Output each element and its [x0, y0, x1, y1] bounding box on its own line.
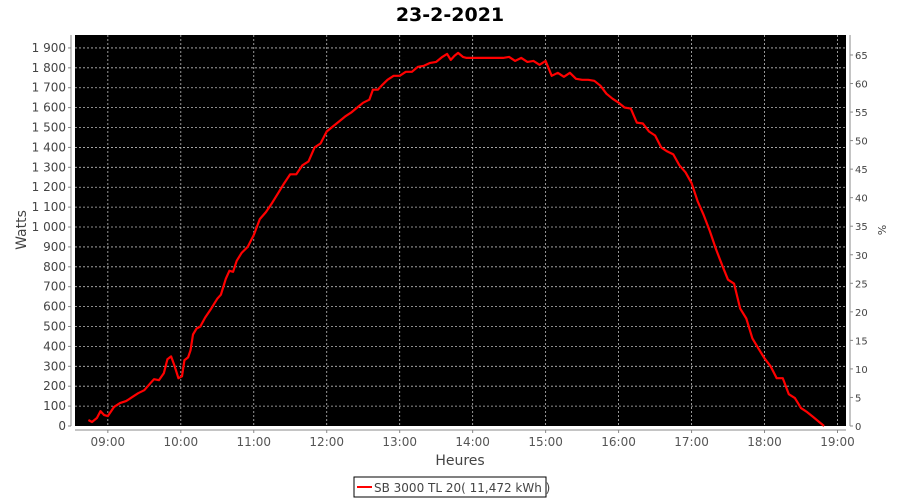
y-tick-label: 800	[43, 260, 66, 274]
x-axis-label: Heures	[435, 453, 484, 469]
y2-tick-label: 0	[855, 422, 861, 433]
y-tick-label: 0	[58, 419, 66, 433]
x-tick-label: 13:00	[382, 435, 417, 449]
y-tick-label: 1 400	[32, 140, 66, 154]
y2-tick-label: 15	[855, 336, 868, 347]
series-line	[87, 51, 825, 427]
x-tick-label: 17:00	[674, 435, 709, 449]
y-tick-label: 300	[43, 359, 66, 373]
y-tick-label: 1 200	[32, 180, 66, 194]
y2-tick-label: 50	[855, 137, 868, 148]
y-tick-label: 1 600	[32, 101, 66, 115]
x-tick-label: 14:00	[455, 435, 490, 449]
y-tick-label: 1 000	[32, 220, 66, 234]
y2-axis-label: %	[875, 225, 888, 235]
y-tick-label: 1 700	[32, 81, 66, 95]
x-tick-label: 19:00	[820, 435, 855, 449]
x-tick-label: 10:00	[164, 435, 199, 449]
y-tick-label: 1 100	[32, 200, 66, 214]
y2-tick-label: 35	[855, 222, 868, 233]
y-tick-label: 900	[43, 240, 66, 254]
y-tick-label: 1 800	[32, 61, 66, 75]
y2-tick-label: 45	[855, 165, 868, 176]
legend: SB 3000 TL 20( 11,472 kWh )	[353, 476, 550, 498]
x-tick-label: 16:00	[601, 435, 636, 449]
y2-tick-label: 60	[855, 80, 868, 91]
y-tick-label: 700	[43, 280, 66, 294]
chart-title: 23-2-2021	[396, 4, 504, 26]
y2-tick-label: 65	[855, 51, 868, 62]
plot-area	[75, 35, 846, 426]
x-tick-label: 12:00	[309, 435, 344, 449]
y2-tick-label: 20	[855, 308, 868, 319]
y2-tick-label: 30	[855, 251, 868, 262]
y-tick-label: 1 500	[32, 121, 66, 135]
legend-label: SB 3000 TL 20( 11,472 kWh )	[374, 481, 550, 495]
legend-box	[353, 476, 547, 498]
y2-tick-label: 40	[855, 194, 868, 205]
y-tick-label: 500	[43, 320, 66, 334]
y-tick-label: 1 900	[32, 41, 66, 55]
y-tick-label: 400	[43, 339, 66, 353]
y-tick-label: 100	[43, 399, 66, 413]
y-tick-label: 1 300	[32, 160, 66, 174]
x-tick-label: 15:00	[528, 435, 563, 449]
x-tick-label: 09:00	[91, 435, 126, 449]
y-tick-label: 600	[43, 300, 66, 314]
y-axis-label: Watts	[14, 210, 30, 250]
y2-tick-label: 25	[855, 279, 868, 290]
x-tick-label: 18:00	[747, 435, 782, 449]
grid	[75, 35, 846, 426]
y-tick-label: 200	[43, 379, 66, 393]
y2-tick-label: 55	[855, 108, 868, 119]
y2-tick-label: 10	[855, 365, 868, 376]
y2-tick-label: 5	[855, 393, 861, 404]
x-tick-label: 11:00	[236, 435, 271, 449]
